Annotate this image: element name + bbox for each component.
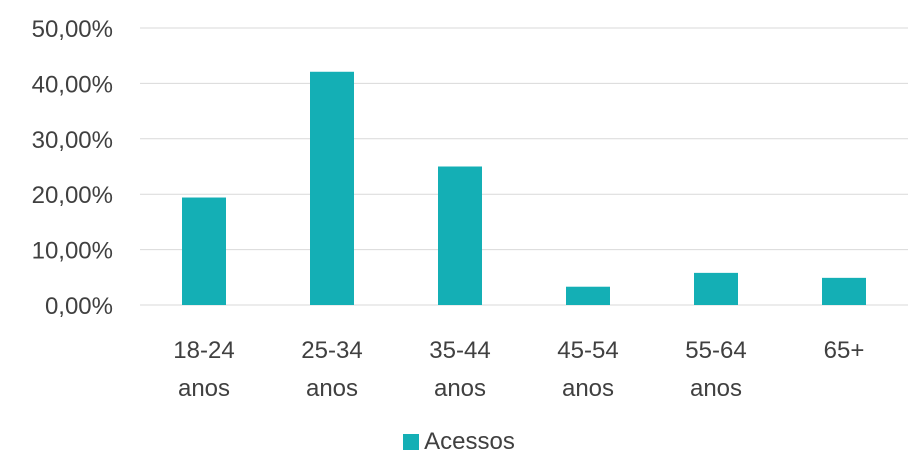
bar [310,71,354,306]
gridlines [140,27,908,306]
y-tick-label: 50,00% [32,16,113,43]
legend-swatch-acessos [403,434,420,450]
bar [438,166,482,305]
x-tick-label: 25-34 anos [301,337,362,402]
x-tick-label-line: anos [434,375,486,402]
y-tick-label: 40,00% [32,71,113,98]
bar [694,272,738,305]
x-tick-label-line: 18-24 [173,337,234,364]
x-tick-label-line: 35-44 [429,337,490,364]
y-tick-label: 10,00% [32,238,113,265]
legend: Acessos [0,428,918,456]
y-tick-label: 0,00% [45,293,113,320]
x-tick-label-line: 45-54 [557,337,618,364]
y-tick-label: 30,00% [32,127,113,154]
y-axis-ticks: 0,00% 10,00% 20,00% 30,00% 40,00% 50,00% [32,16,113,320]
bar [822,277,866,305]
legend-label-acessos: Acessos [424,428,515,455]
x-tick-label-line: 25-34 [301,337,362,364]
y-tick-label: 20,00% [32,182,113,209]
x-tick-label: 18-24 anos [173,337,234,402]
x-tick-label: 65+ [824,337,865,364]
x-tick-label: 45-54 anos [557,337,618,402]
x-tick-label-line: anos [562,375,614,402]
bar [182,197,226,305]
x-tick-label: 35-44 anos [429,337,490,402]
x-tick-label-line: 65+ [824,337,865,364]
x-tick-label-line: anos [690,375,742,402]
x-tick-label: 55-64 anos [685,337,746,402]
x-tick-label-line: anos [306,375,358,402]
bar [566,286,610,305]
x-tick-label-line: anos [178,375,230,402]
x-tick-label-line: 55-64 [685,337,746,364]
bars [182,71,866,306]
